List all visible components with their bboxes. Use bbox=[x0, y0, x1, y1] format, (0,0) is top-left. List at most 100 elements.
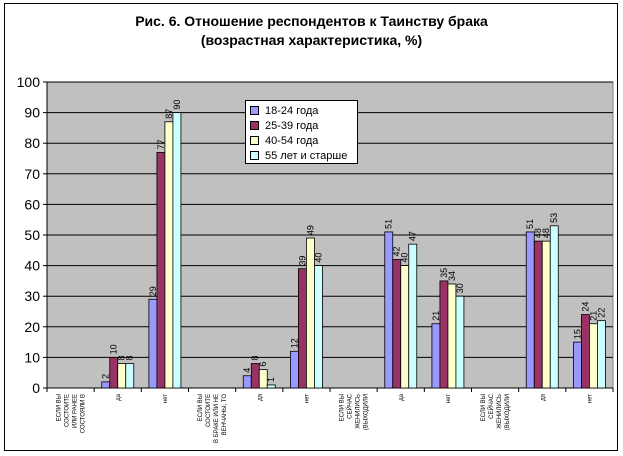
y-tick-label: 10 bbox=[24, 349, 40, 365]
bar bbox=[266, 384, 276, 389]
data-label: 40 bbox=[400, 253, 410, 263]
category-label: да bbox=[399, 393, 405, 401]
legend-swatch bbox=[250, 151, 259, 160]
data-label: 49 bbox=[305, 225, 315, 235]
legend-item: 40-54 года bbox=[250, 133, 353, 148]
data-label: 10 bbox=[109, 344, 119, 354]
data-label: 77 bbox=[156, 139, 166, 149]
data-label: 48 bbox=[533, 228, 543, 238]
data-label: 48 bbox=[541, 228, 551, 238]
data-label: 12 bbox=[289, 338, 299, 348]
bar bbox=[589, 323, 598, 389]
bar bbox=[392, 259, 402, 389]
data-label: 6 bbox=[258, 362, 268, 367]
data-label: 29 bbox=[148, 286, 158, 296]
data-label: 15 bbox=[572, 329, 582, 339]
category-label: СЕЙЧАС bbox=[346, 393, 354, 419]
category-label: СОСТОИТЕ bbox=[65, 394, 71, 427]
chart-title: Рис. 6. Отношение респондентов к Таинств… bbox=[0, 12, 623, 50]
category-label: ВЕНЧАНЫ, ТО bbox=[222, 394, 228, 436]
legend-label: 18-24 года bbox=[265, 104, 319, 117]
category-label: СОСТОИТЕ bbox=[206, 394, 212, 427]
category-label: В БРАКЕ ИЛИ НЕ bbox=[214, 394, 220, 443]
data-label: 53 bbox=[549, 213, 559, 223]
bar bbox=[581, 314, 590, 389]
category-label: (ВЫХОДИЛИ bbox=[505, 394, 511, 430]
bar bbox=[408, 243, 418, 389]
y-tick-label: 40 bbox=[24, 258, 40, 274]
legend-swatch bbox=[250, 106, 259, 115]
data-label: 8 bbox=[125, 356, 135, 361]
y-tick-label: 0 bbox=[32, 380, 40, 396]
data-label: 90 bbox=[172, 100, 182, 110]
category-label: ЕСЛИ ВЫ bbox=[481, 394, 487, 421]
data-label: 42 bbox=[392, 246, 402, 256]
y-tick-label: 100 bbox=[17, 74, 41, 90]
data-label: 24 bbox=[580, 302, 590, 312]
bar bbox=[447, 283, 457, 389]
category-label: ИЛИ РАНЕЕ bbox=[73, 394, 79, 428]
bar bbox=[541, 240, 551, 389]
category-label: СЕЙЧАС bbox=[487, 393, 495, 419]
legend: 18-24 года 25-39 года 40-54 года 55 лет и с… bbox=[245, 100, 358, 164]
y-tick-label: 50 bbox=[24, 227, 40, 243]
data-label: 35 bbox=[439, 268, 449, 278]
bar bbox=[156, 151, 166, 389]
data-label: 30 bbox=[455, 283, 465, 293]
bar bbox=[290, 350, 299, 389]
legend-label: 40-54 года bbox=[265, 134, 319, 147]
bar bbox=[125, 363, 135, 389]
y-tick-label: 90 bbox=[24, 105, 40, 121]
category-label: ЖЕНИЛИСЬ bbox=[497, 394, 503, 429]
y-tick-label: 20 bbox=[24, 319, 40, 335]
chart-title-line-1: Рис. 6. Отношение респондентов к Таинств… bbox=[135, 13, 488, 29]
data-label: 21 bbox=[588, 311, 598, 321]
legend-item: 25-39 года bbox=[250, 118, 353, 133]
bar bbox=[549, 225, 559, 389]
category-label: нет bbox=[163, 394, 169, 403]
data-label: 40 bbox=[313, 253, 323, 263]
data-label: 22 bbox=[596, 308, 606, 318]
legend-swatch bbox=[250, 136, 259, 145]
category-label: ЕСЛИ ВЫ bbox=[57, 394, 63, 421]
bar bbox=[148, 298, 158, 389]
bar bbox=[455, 295, 465, 389]
category-label: нет bbox=[304, 394, 310, 403]
bar bbox=[525, 231, 535, 389]
y-tick-label: 80 bbox=[24, 135, 40, 151]
bar bbox=[573, 341, 582, 389]
data-label: 51 bbox=[384, 219, 394, 229]
data-label: 8 bbox=[250, 356, 260, 361]
bar bbox=[298, 268, 307, 389]
data-label: 34 bbox=[447, 271, 457, 281]
data-label: 39 bbox=[297, 256, 307, 266]
data-label: 51 bbox=[525, 219, 535, 229]
bar bbox=[400, 265, 410, 389]
bar bbox=[172, 112, 182, 389]
bar bbox=[431, 323, 441, 389]
legend-swatch bbox=[250, 121, 259, 130]
bar bbox=[439, 280, 449, 389]
data-label: 21 bbox=[431, 311, 441, 321]
bar bbox=[258, 369, 268, 389]
legend-label: 25-39 года bbox=[265, 119, 319, 132]
category-label: ЖЕНИЛИСЬ bbox=[356, 394, 362, 429]
bar bbox=[242, 375, 252, 389]
category-label: (ВЫХОДИЛИ bbox=[364, 394, 370, 430]
category-label: СОСТОЯЛИ В bbox=[81, 394, 87, 433]
category-label: нет bbox=[587, 394, 593, 403]
legend-item: 18-24 года bbox=[250, 103, 353, 118]
data-label: 2 bbox=[101, 374, 111, 379]
bar bbox=[117, 363, 127, 389]
bar bbox=[533, 240, 543, 389]
category-label: ЕСЛИ ВЫ bbox=[340, 394, 346, 421]
category-label: ЕСЛИ ВЫ bbox=[198, 394, 204, 421]
bar bbox=[314, 265, 323, 389]
y-tick-label: 30 bbox=[24, 288, 40, 304]
category-label: да bbox=[257, 393, 263, 401]
category-label: да bbox=[116, 393, 122, 401]
bar bbox=[597, 320, 606, 389]
data-label: 8 bbox=[117, 356, 127, 361]
y-tick-label: 70 bbox=[24, 166, 40, 182]
